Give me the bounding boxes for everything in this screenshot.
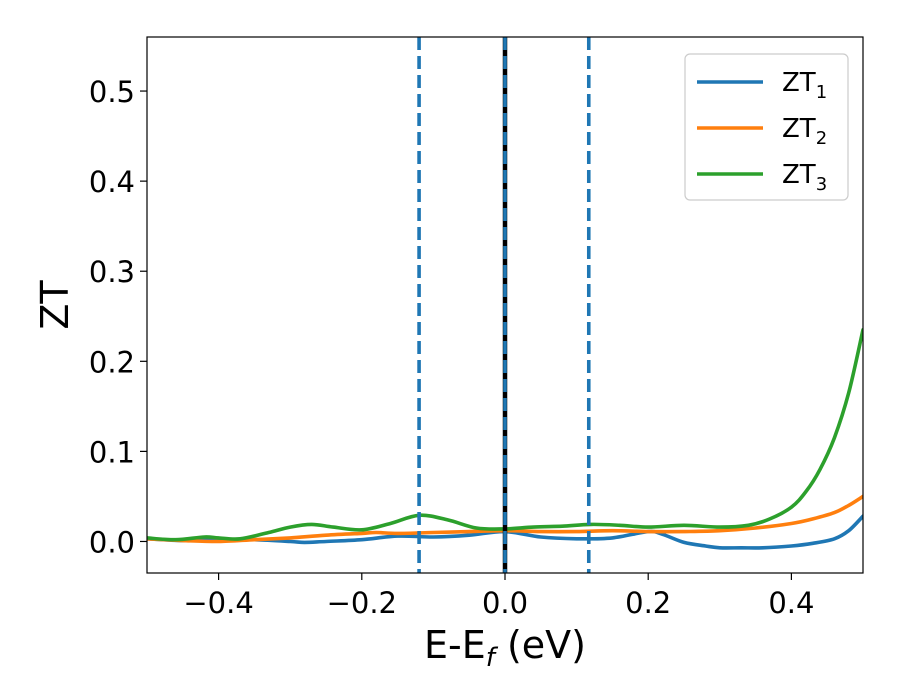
series-line-zt1	[147, 514, 863, 550]
y-tick-label: 0.3	[89, 255, 135, 289]
y-tick-label: 0.4	[89, 165, 135, 199]
y-axis-label: ZT	[33, 280, 77, 330]
y-tick-label: 0.1	[89, 435, 135, 469]
y-axis-ticks: 0.0 0.1 0.2 0.3 0.4 0.5	[89, 75, 147, 559]
legend-label-zt3: ZT3	[782, 160, 827, 195]
x-tick-label: −0.4	[183, 586, 253, 620]
y-tick-label: 0.2	[89, 345, 135, 379]
legend-items: ZT1 ZT2 ZT3	[697, 68, 827, 195]
x-tick-label: 0.0	[482, 586, 528, 620]
legend-label-zt2: ZT2	[782, 114, 827, 149]
reference-lines	[417, 37, 591, 573]
legend: ZT1 ZT2 ZT3	[684, 53, 849, 201]
y-tick-label: 0.0	[89, 525, 135, 559]
x-axis-label-unit: (eV)	[495, 623, 586, 667]
series-layer	[147, 328, 863, 550]
series-line-zt2	[147, 494, 863, 544]
x-axis-label-main: E-E	[424, 623, 486, 667]
legend-label-zt1: ZT1	[782, 68, 827, 103]
y-tick-label: 0.5	[89, 75, 135, 109]
x-axis-ticks: −0.4 −0.2 0.0 0.2 0.4	[183, 573, 814, 620]
series-line-zt3	[147, 328, 863, 542]
x-tick-label: −0.2	[327, 586, 397, 620]
x-axis-label: E-Ef (eV)	[424, 623, 586, 673]
x-tick-label: 0.2	[625, 586, 671, 620]
legend-box	[684, 53, 849, 201]
x-tick-label: 0.4	[768, 586, 814, 620]
